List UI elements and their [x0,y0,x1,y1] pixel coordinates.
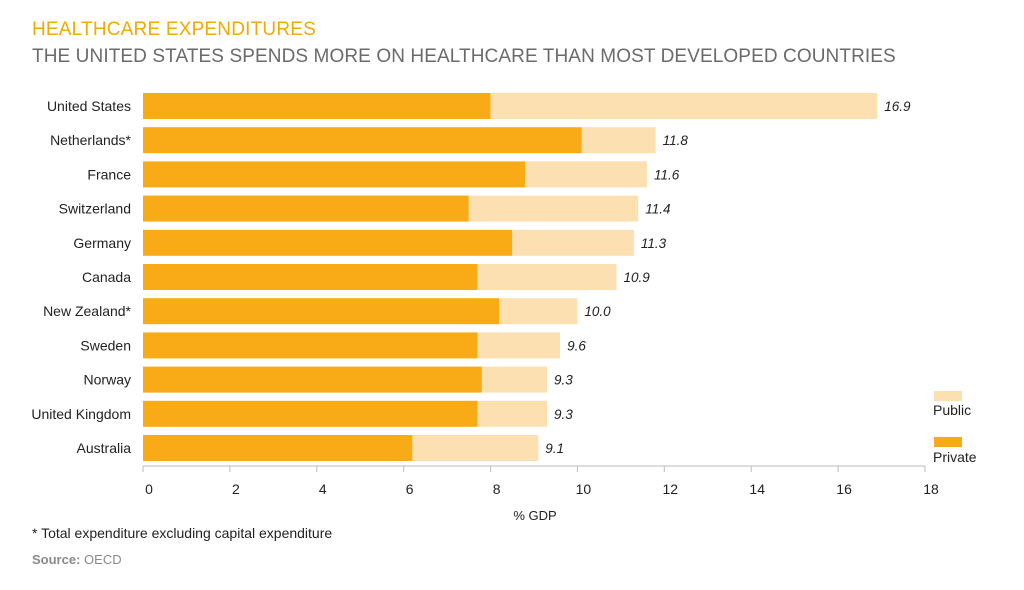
x-axis-ticks: 0 2 4 6 8 10 12 14 16 18 [142,466,939,497]
category-label: Switzerland [59,201,131,217]
bar-private [143,435,413,461]
data-label: 9.6 [567,338,586,353]
x-tick-label: 0 [145,481,153,497]
x-tick-label: 12 [663,481,679,497]
category-label: Sweden [80,337,131,353]
data-label: 9.1 [545,441,564,456]
category-labels: United States Netherlands* France Switzerla… [31,98,131,456]
legend-swatch-private [934,437,962,447]
bar-public [468,195,639,222]
value-labels: 16.9 11.8 11.6 11.4 11.3 10.9 10.0 9.6 9.3 9.3 9.1 [545,99,911,456]
category-label: United Kingdom [31,406,131,422]
bar-private [143,332,478,359]
data-label: 10.0 [584,304,611,319]
bar-public [525,161,647,188]
x-tick-label: 10 [576,481,592,497]
bar-public [477,264,617,290]
bar-private [143,229,513,256]
source-value: OECD [84,552,122,567]
chart-subtitle: THE UNITED STATES SPENDS MORE ON HEALTHC… [32,46,896,67]
category-label: Australia [77,440,132,456]
bar-private [143,161,526,188]
x-tick-label: 4 [319,481,327,497]
legend-label-private: Private [933,449,977,465]
category-label: Canada [82,269,131,285]
x-axis-title: % GDP [513,508,556,523]
chart-title: HEALTHCARE EXPENDITURES [32,19,317,40]
bar-public [512,229,634,256]
x-tick-label: 6 [406,481,414,497]
legend-swatch-public [934,391,962,401]
x-tick-label: 16 [836,481,852,497]
x-tick-label: 2 [232,481,240,497]
bar-public [477,400,547,427]
bar-public [477,332,560,359]
category-label: United States [47,98,131,114]
bar-public [412,435,539,461]
category-label: Norway [84,372,131,388]
bar-private [143,298,500,325]
bar-private [143,264,478,290]
data-label: 9.3 [554,373,573,388]
data-label: 10.9 [624,270,651,285]
data-label: 16.9 [884,99,911,114]
x-tick-label: 18 [923,481,939,497]
bar-private [143,366,482,393]
data-label: 11.6 [654,167,680,182]
bar-private [143,195,469,222]
bars-group [143,93,878,461]
x-tick-label: 8 [493,481,501,497]
x-tick-label: 14 [749,481,765,497]
source-label: Source: [32,552,81,567]
category-label: Germany [73,235,131,251]
data-label: 11.4 [645,202,670,217]
bar-public [499,298,578,325]
bar-private [143,127,582,154]
category-label: Netherlands* [50,132,131,148]
data-label: 11.8 [663,133,689,148]
bar-public [581,127,656,154]
source-note: Source: OECD [32,552,122,567]
bar-private [143,400,478,427]
bar-public [481,366,548,393]
legend-label-public: Public [933,402,971,418]
bar-public [490,93,878,119]
category-label: France [87,166,131,182]
data-label: 9.3 [554,407,573,422]
data-label: 11.3 [641,236,667,251]
bar-private [143,93,491,119]
legend: Public Private [933,391,977,465]
category-label: New Zealand* [43,303,131,319]
footnote: * Total expenditure excluding capital ex… [32,525,333,541]
